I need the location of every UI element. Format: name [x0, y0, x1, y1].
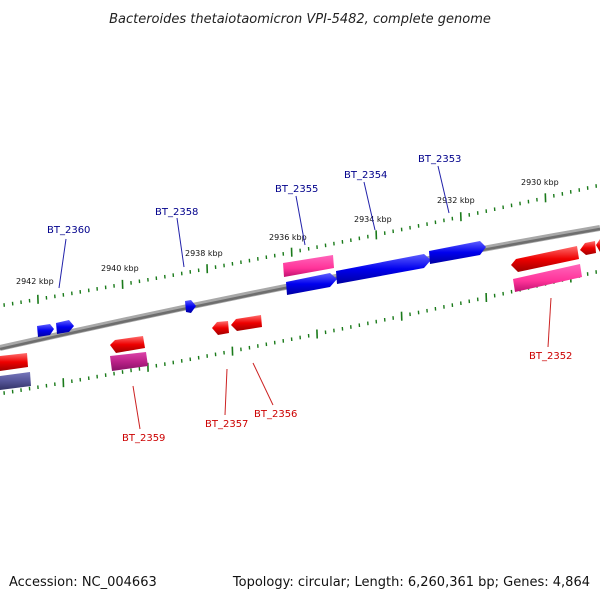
- scale-label-2942: 2942 kbp: [16, 277, 54, 286]
- gene-label-bt2355[interactable]: BT_2355: [275, 184, 318, 195]
- gene-label-bt2353[interactable]: BT_2353: [418, 154, 461, 165]
- gene-arrow-right-edge-1[interactable]: [580, 241, 596, 255]
- gene-arrow-bt2353[interactable]: [429, 241, 486, 264]
- gene-label-bt2356[interactable]: BT_2356: [254, 409, 297, 420]
- feature-bar-pink-2[interactable]: [513, 264, 582, 292]
- gene-arrow-right-edge-2[interactable]: [596, 239, 600, 252]
- gene-arrow-bt2359[interactable]: [110, 336, 145, 353]
- scale-track-upper: [3, 184, 597, 307]
- scale-label-2936: 2936 kbp: [269, 233, 307, 242]
- gene-arrow-bt2354[interactable]: [336, 254, 431, 284]
- feature-bar-purple[interactable]: [0, 372, 31, 390]
- gene-arrow-left-edge[interactable]: [0, 353, 28, 371]
- scale-label-2940: 2940 kbp: [101, 264, 139, 273]
- gene-arrow-bt2357[interactable]: [212, 321, 229, 335]
- map-title: Bacteroides thetaiotaomicron VPI-5482, c…: [109, 12, 491, 27]
- feature-bar-magenta-1[interactable]: [110, 352, 148, 371]
- gene-arrow-bt2360b[interactable]: [56, 320, 74, 334]
- scale-label-2930: 2930 kbp: [521, 178, 559, 187]
- topology-text: Topology: circular; Length: 6,260,361 bp…: [232, 575, 590, 590]
- feature-bar-pink-1[interactable]: [283, 255, 334, 277]
- gene-arrow-bt2352[interactable]: [511, 246, 579, 272]
- gene-label-bt2354[interactable]: BT_2354: [344, 170, 387, 181]
- scale-label-2938: 2938 kbp: [185, 249, 223, 258]
- accession-text: Accession: NC_004663: [9, 575, 157, 590]
- reverse-genes: [0, 239, 600, 371]
- label-leader-lines: [58, 165, 552, 430]
- gene-label-bt2360[interactable]: BT_2360: [47, 225, 90, 236]
- gene-label-bt2359[interactable]: BT_2359: [122, 433, 165, 444]
- forward-genes: [37, 241, 486, 337]
- gene-arrow-bt2355[interactable]: [286, 273, 337, 295]
- gene-arrow-bt2358[interactable]: [185, 300, 196, 313]
- gene-arrow-bt2360a[interactable]: [37, 324, 54, 337]
- gene-label-bt2358[interactable]: BT_2358: [155, 207, 198, 218]
- gene-label-bt2352[interactable]: BT_2352: [529, 351, 572, 362]
- gene-arrow-bt2356[interactable]: [231, 315, 262, 331]
- scale-label-2932: 2932 kbp: [437, 196, 475, 205]
- gene-label-bt2357[interactable]: BT_2357: [205, 419, 248, 430]
